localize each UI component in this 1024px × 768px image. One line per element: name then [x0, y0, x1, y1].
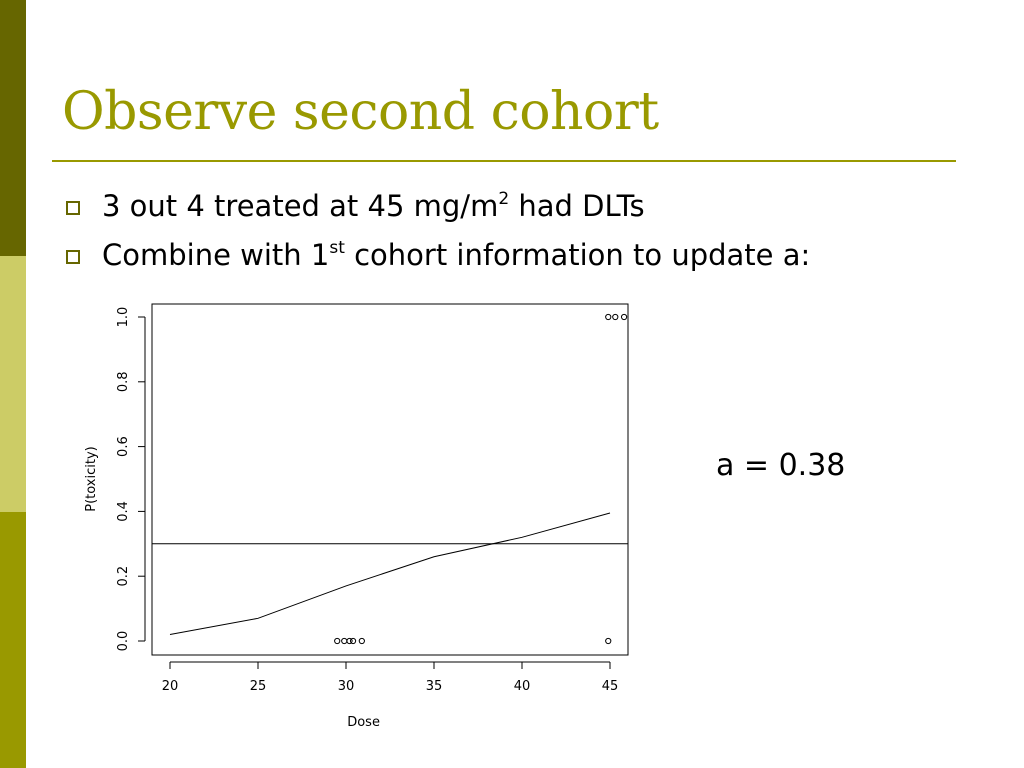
x-tick-label: 20 — [162, 679, 179, 694]
observation-point — [341, 637, 348, 645]
plot-frame — [151, 303, 629, 656]
bullet-2-superscript: st — [329, 238, 345, 258]
y-axis-label: P(toxicity) — [84, 446, 99, 512]
y-tick-label: 0.8 — [116, 371, 131, 392]
sidebar-band-top — [0, 0, 26, 256]
result-text: a = 0.38 — [716, 448, 846, 483]
square-bullet-icon — [66, 250, 80, 264]
observation-point — [358, 637, 365, 645]
title-divider — [52, 160, 956, 162]
y-tick-label: 0.4 — [116, 501, 131, 522]
observation-point — [346, 637, 353, 645]
x-tick-label: 25 — [250, 679, 267, 694]
y-tick-label: 1.0 — [116, 307, 131, 328]
x-tick-label: 40 — [514, 679, 531, 694]
dose-toxicity-chart: 20 25 30 35 40 45 0.0 0.2 0.4 0.6 0.8 1.0 Dose P(toxi… — [84, 303, 629, 730]
bullet-1-superscript: 2 — [498, 189, 510, 209]
bullet-2-prefix: Combine with 1 — [102, 238, 330, 272]
x-tick-label: 45 — [602, 679, 619, 694]
sidebar-band-bottom — [0, 512, 26, 768]
y-tick-label: 0.2 — [116, 566, 131, 587]
x-tick-label: 30 — [338, 679, 355, 694]
y-tick-label: 0.6 — [116, 436, 131, 457]
bullet-1-suffix: had DLTs — [509, 189, 645, 223]
dose-toxicity-curve — [169, 512, 611, 636]
bullet-list: 3 out 4 treated at 45 mg/m2 had DLTs Com… — [64, 186, 810, 284]
sidebar — [0, 0, 26, 768]
bullet-item-2: Combine with 1st cohort information to u… — [64, 235, 810, 284]
observation-point — [605, 637, 612, 645]
bullet-item-1: 3 out 4 treated at 45 mg/m2 had DLTs — [64, 186, 810, 235]
bullet-2-suffix: cohort information to update a: — [344, 238, 811, 272]
sidebar-band-middle — [0, 256, 26, 512]
observation-point — [334, 637, 341, 645]
observation-point — [605, 313, 612, 321]
square-bullet-icon — [66, 201, 80, 215]
x-tick-label: 35 — [426, 679, 443, 694]
observation-point — [620, 313, 628, 321]
y-tick-label: 0.0 — [116, 631, 131, 652]
slide-title: Observe second cohort — [62, 82, 659, 142]
observation-point — [612, 313, 619, 321]
observation-point — [349, 637, 357, 645]
bullet-1-prefix: 3 out 4 treated at 45 mg/m — [102, 189, 499, 223]
x-axis-label: Dose — [347, 715, 380, 730]
